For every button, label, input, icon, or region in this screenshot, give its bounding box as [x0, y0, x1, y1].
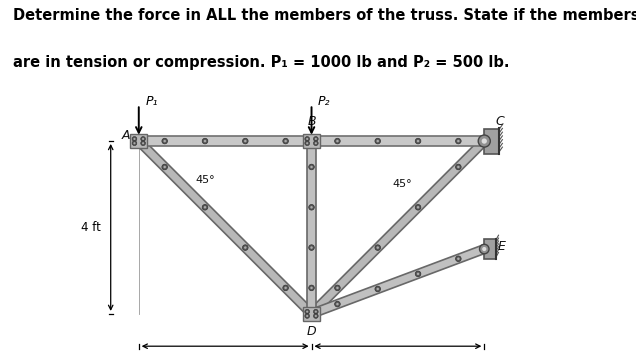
Circle shape — [415, 271, 421, 277]
FancyBboxPatch shape — [484, 129, 499, 154]
Circle shape — [415, 205, 421, 210]
Circle shape — [457, 166, 460, 168]
Text: C: C — [495, 115, 504, 128]
Circle shape — [242, 138, 248, 144]
FancyBboxPatch shape — [303, 307, 320, 321]
Circle shape — [417, 273, 419, 275]
Circle shape — [163, 166, 166, 168]
Circle shape — [377, 246, 379, 249]
Circle shape — [308, 285, 314, 291]
Circle shape — [244, 140, 247, 142]
Polygon shape — [307, 141, 316, 314]
Circle shape — [335, 138, 340, 144]
Circle shape — [314, 136, 318, 141]
Circle shape — [132, 136, 137, 141]
Polygon shape — [135, 138, 315, 317]
Circle shape — [310, 206, 313, 208]
Polygon shape — [139, 136, 312, 146]
Circle shape — [284, 140, 287, 142]
Polygon shape — [308, 138, 487, 317]
Circle shape — [315, 315, 317, 317]
Circle shape — [315, 311, 317, 313]
Circle shape — [455, 164, 461, 170]
Circle shape — [480, 244, 489, 254]
Circle shape — [377, 140, 379, 142]
Circle shape — [335, 285, 340, 291]
Text: P₁: P₁ — [145, 95, 158, 108]
Text: 4 ft: 4 ft — [81, 221, 101, 234]
Circle shape — [306, 142, 308, 144]
FancyBboxPatch shape — [130, 134, 148, 148]
Circle shape — [375, 245, 380, 250]
Circle shape — [417, 140, 419, 142]
Circle shape — [306, 315, 308, 317]
Circle shape — [305, 141, 310, 146]
Circle shape — [141, 136, 146, 141]
Polygon shape — [312, 136, 484, 146]
Circle shape — [335, 301, 340, 307]
Circle shape — [455, 138, 461, 144]
Circle shape — [336, 287, 339, 289]
Circle shape — [375, 138, 380, 144]
Circle shape — [163, 140, 166, 142]
Circle shape — [308, 205, 314, 210]
Circle shape — [283, 285, 288, 291]
Circle shape — [310, 246, 313, 249]
Circle shape — [204, 206, 206, 208]
Circle shape — [457, 257, 460, 260]
Circle shape — [417, 206, 419, 208]
Circle shape — [305, 309, 310, 314]
Circle shape — [244, 246, 247, 249]
Circle shape — [142, 138, 144, 140]
FancyBboxPatch shape — [303, 134, 320, 148]
Text: A: A — [121, 129, 130, 142]
Circle shape — [306, 311, 308, 313]
Circle shape — [457, 140, 460, 142]
Circle shape — [162, 164, 167, 170]
Circle shape — [310, 166, 313, 168]
Circle shape — [315, 142, 317, 144]
Circle shape — [132, 141, 137, 146]
Circle shape — [314, 313, 318, 318]
Circle shape — [141, 141, 146, 146]
FancyBboxPatch shape — [484, 239, 496, 259]
Text: 45°: 45° — [196, 175, 216, 185]
Circle shape — [415, 138, 421, 144]
Text: are in tension or compression. P₁ = 1000 lb and P₂ = 500 lb.: are in tension or compression. P₁ = 1000… — [13, 55, 509, 70]
Circle shape — [308, 245, 314, 250]
Circle shape — [284, 287, 287, 289]
Circle shape — [305, 313, 310, 318]
Circle shape — [283, 138, 288, 144]
Text: E: E — [497, 240, 506, 253]
Polygon shape — [310, 245, 486, 318]
Circle shape — [478, 135, 490, 147]
Circle shape — [202, 138, 208, 144]
Circle shape — [202, 205, 208, 210]
Circle shape — [481, 139, 487, 144]
Text: 45°: 45° — [392, 179, 412, 189]
Text: D: D — [307, 326, 316, 338]
Circle shape — [377, 288, 379, 290]
Circle shape — [134, 142, 135, 144]
Circle shape — [306, 138, 308, 140]
Circle shape — [308, 164, 314, 170]
Circle shape — [455, 256, 461, 262]
Circle shape — [314, 309, 318, 314]
Circle shape — [142, 142, 144, 144]
Circle shape — [314, 141, 318, 146]
Circle shape — [482, 247, 487, 251]
Circle shape — [336, 303, 339, 305]
Circle shape — [310, 287, 313, 289]
Text: P₂: P₂ — [318, 95, 331, 108]
Circle shape — [315, 138, 317, 140]
Circle shape — [134, 138, 135, 140]
Circle shape — [305, 136, 310, 141]
Circle shape — [336, 140, 339, 142]
Circle shape — [204, 140, 206, 142]
Circle shape — [242, 245, 248, 250]
Circle shape — [375, 286, 380, 292]
Text: Determine the force in ALL the members of the truss. State if the members: Determine the force in ALL the members o… — [13, 8, 636, 23]
Circle shape — [162, 138, 167, 144]
Text: B: B — [307, 115, 316, 128]
